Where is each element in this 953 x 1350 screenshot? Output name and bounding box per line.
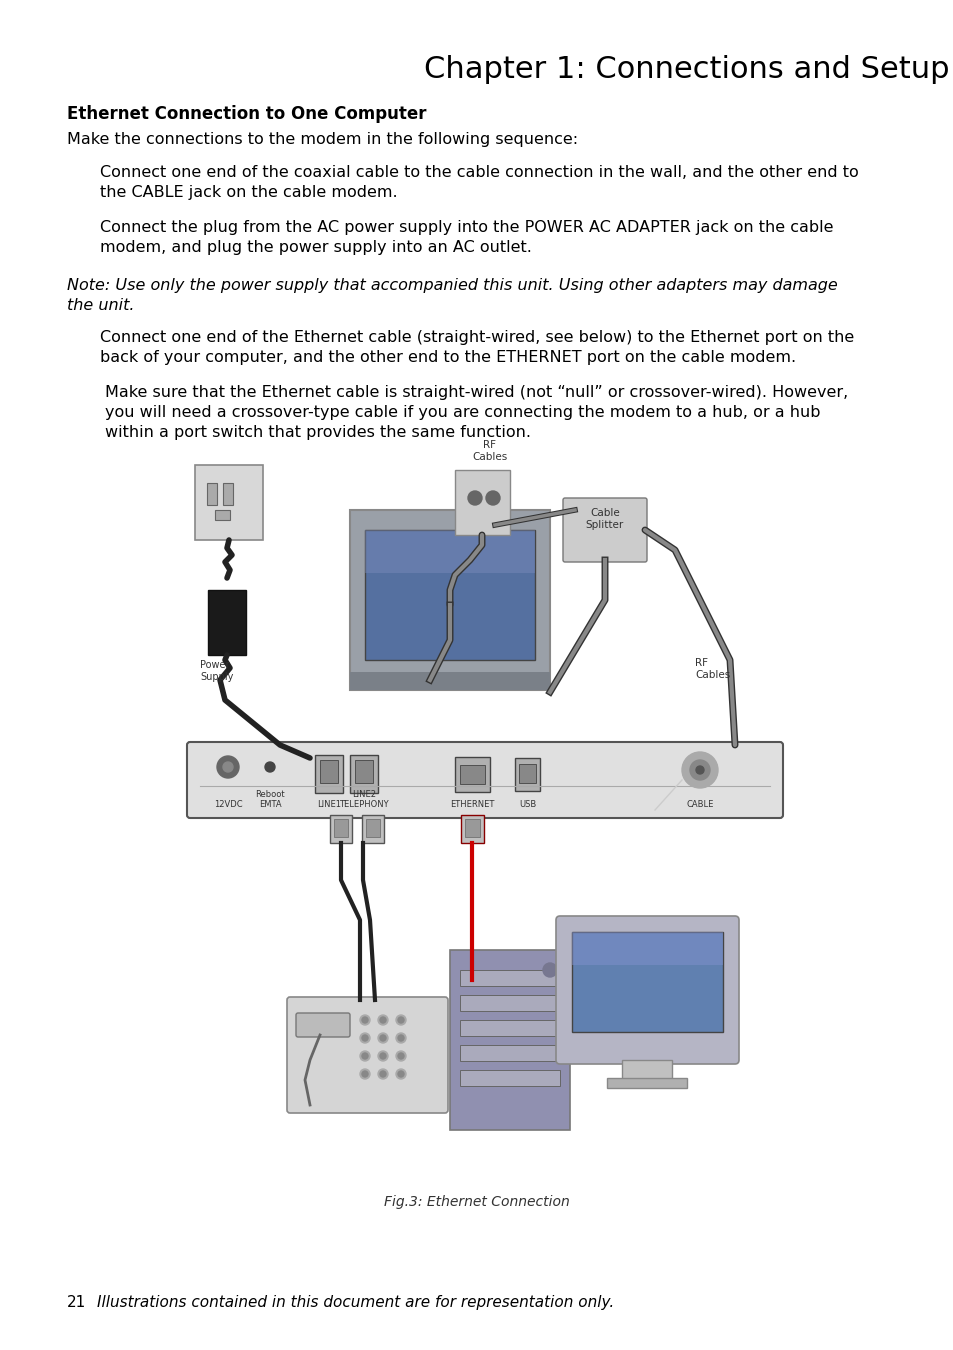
Text: Illustrations contained in this document are for representation only.: Illustrations contained in this document… <box>96 1295 614 1309</box>
Circle shape <box>379 1035 386 1041</box>
Circle shape <box>379 1071 386 1077</box>
FancyBboxPatch shape <box>287 998 448 1112</box>
Bar <box>361 815 384 842</box>
Circle shape <box>216 756 239 778</box>
Bar <box>350 755 377 792</box>
Bar <box>459 1021 559 1035</box>
Text: Connect one end of the coaxial cable to the cable connection in the wall, and th: Connect one end of the coaxial cable to … <box>100 165 858 200</box>
Text: Cable
Splitter: Cable Splitter <box>585 508 623 531</box>
FancyBboxPatch shape <box>556 917 739 1064</box>
Bar <box>455 470 510 535</box>
Circle shape <box>359 1033 370 1044</box>
Circle shape <box>395 1015 406 1025</box>
Bar <box>214 510 230 520</box>
Bar <box>319 760 337 783</box>
Text: CABLE: CABLE <box>685 801 713 809</box>
Bar <box>365 531 535 572</box>
Circle shape <box>377 1052 388 1061</box>
Bar <box>450 950 569 1130</box>
Text: Connect the plug from the AC power supply into the POWER AC ADAPTER jack on the : Connect the plug from the AC power suppl… <box>100 220 833 255</box>
Bar <box>518 764 536 783</box>
Text: LINE1: LINE1 <box>316 801 340 809</box>
FancyBboxPatch shape <box>295 1012 350 1037</box>
Bar <box>621 1060 671 1080</box>
Text: Make sure that the Ethernet cable is straight-wired (not “null” or crossover-wir: Make sure that the Ethernet cable is str… <box>105 385 847 440</box>
Circle shape <box>361 1053 368 1058</box>
Text: Connect one end of the Ethernet cable (straight-wired, see below) to the Etherne: Connect one end of the Ethernet cable (s… <box>100 329 854 364</box>
Circle shape <box>542 963 557 977</box>
Bar <box>366 819 379 837</box>
FancyBboxPatch shape <box>562 498 646 562</box>
FancyBboxPatch shape <box>187 743 782 818</box>
Circle shape <box>377 1033 388 1044</box>
Circle shape <box>361 1071 368 1077</box>
Bar <box>459 995 559 1011</box>
Circle shape <box>395 1069 406 1079</box>
Bar <box>459 765 484 784</box>
Bar <box>194 464 263 540</box>
Text: RF
Cables: RF Cables <box>695 657 729 680</box>
Text: LINE2
TELEPHONY: LINE2 TELEPHONY <box>339 790 389 809</box>
Text: Make the connections to the modem in the following sequence:: Make the connections to the modem in the… <box>67 132 578 147</box>
Circle shape <box>397 1071 403 1077</box>
Circle shape <box>359 1015 370 1025</box>
Circle shape <box>377 1069 388 1079</box>
Circle shape <box>395 1052 406 1061</box>
Text: 21: 21 <box>67 1295 86 1309</box>
Text: RF
Cables: RF Cables <box>472 440 507 462</box>
Circle shape <box>681 752 718 788</box>
Text: Power
Supply: Power Supply <box>200 660 233 682</box>
Bar <box>330 815 352 842</box>
Circle shape <box>485 491 499 505</box>
Text: 12VDC: 12VDC <box>213 801 242 809</box>
Circle shape <box>265 761 274 772</box>
Text: Note: Use only the power supply that accompanied this unit. Using other adapters: Note: Use only the power supply that acc… <box>67 278 837 313</box>
Bar <box>350 672 550 690</box>
Circle shape <box>361 1017 368 1023</box>
Bar <box>459 1071 559 1085</box>
Bar <box>223 483 233 505</box>
Bar <box>355 760 373 783</box>
Circle shape <box>379 1017 386 1023</box>
Circle shape <box>359 1069 370 1079</box>
Circle shape <box>397 1017 403 1023</box>
Bar <box>459 1045 559 1061</box>
Circle shape <box>468 491 481 505</box>
Text: ETHERNET: ETHERNET <box>450 801 495 809</box>
Circle shape <box>397 1035 403 1041</box>
Circle shape <box>223 761 233 772</box>
Bar <box>455 757 490 792</box>
Circle shape <box>397 1053 403 1058</box>
Text: USB: USB <box>518 801 536 809</box>
Bar <box>464 819 479 837</box>
Circle shape <box>696 765 703 774</box>
Circle shape <box>395 1033 406 1044</box>
Bar <box>515 757 539 791</box>
Bar <box>606 1079 686 1088</box>
Bar <box>365 531 535 660</box>
Bar <box>350 510 550 690</box>
Bar <box>207 483 216 505</box>
Bar <box>314 755 343 792</box>
Text: Fig.3: Ethernet Connection: Fig.3: Ethernet Connection <box>384 1195 569 1210</box>
Circle shape <box>689 760 709 780</box>
Text: Chapter 1: Connections and Setup: Chapter 1: Connections and Setup <box>424 55 948 84</box>
Circle shape <box>379 1053 386 1058</box>
Text: Ethernet Connection to One Computer: Ethernet Connection to One Computer <box>67 105 426 123</box>
Bar <box>459 971 559 986</box>
Circle shape <box>359 1052 370 1061</box>
Text: Reboot
EMTA: Reboot EMTA <box>254 790 285 809</box>
Bar <box>460 815 483 842</box>
Bar <box>334 819 348 837</box>
Circle shape <box>361 1035 368 1041</box>
Bar <box>208 590 246 655</box>
Bar <box>572 931 722 965</box>
Circle shape <box>377 1015 388 1025</box>
Bar <box>572 931 722 1031</box>
